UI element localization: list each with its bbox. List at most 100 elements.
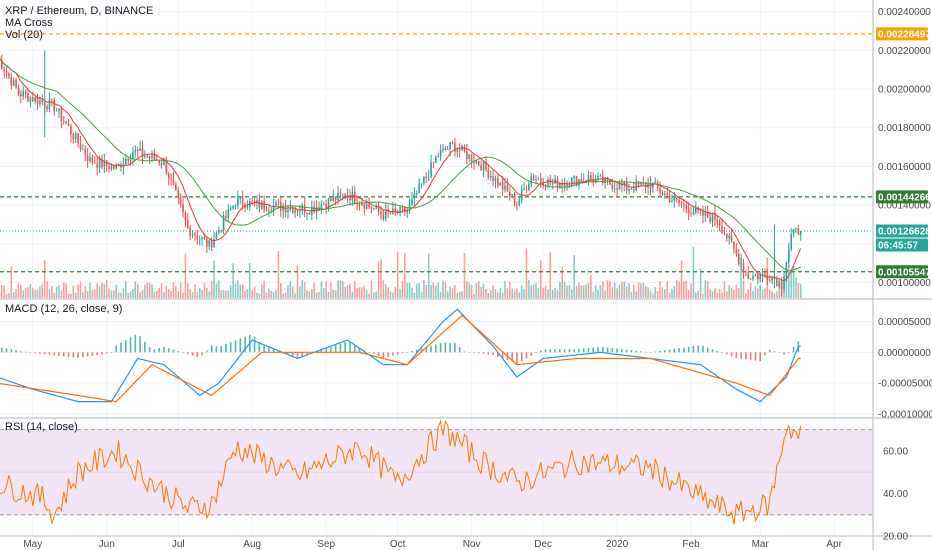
macd-histogram-bar bbox=[530, 352, 533, 356]
volume-bar bbox=[711, 291, 714, 298]
candle-body bbox=[790, 234, 793, 249]
candle-body bbox=[165, 159, 168, 174]
price-tags: 0.00228497 0.00144266 0.00126628 06:45:57 0.… bbox=[876, 27, 931, 279]
candle-body bbox=[711, 213, 714, 222]
volume-bar bbox=[454, 284, 456, 298]
volume-bar bbox=[475, 283, 478, 298]
candle-body bbox=[418, 183, 420, 194]
volume-bar bbox=[730, 287, 733, 298]
macd-line bbox=[0, 308, 801, 403]
candle-body bbox=[353, 191, 356, 203]
upper-level-tag-bg bbox=[876, 190, 928, 204]
volume-bar bbox=[280, 283, 282, 298]
volume-bar bbox=[375, 291, 378, 298]
volume-bar bbox=[384, 284, 387, 298]
volume-bar bbox=[573, 255, 575, 298]
candle-body bbox=[39, 100, 41, 105]
volume-bar bbox=[511, 288, 513, 298]
macd-histogram-bar bbox=[196, 352, 199, 358]
volume-bar bbox=[532, 284, 535, 298]
volume-bar bbox=[406, 282, 409, 298]
volume-bar bbox=[82, 292, 84, 298]
volume-bar bbox=[537, 288, 540, 298]
volume-bar bbox=[322, 288, 325, 298]
volume-bar bbox=[29, 284, 32, 298]
ma-cross-legend[interactable]: MA Cross bbox=[5, 17, 53, 29]
candle-body bbox=[652, 183, 654, 189]
volume-bar bbox=[229, 285, 232, 298]
volume-bar bbox=[430, 284, 432, 298]
volume-bar bbox=[77, 284, 79, 298]
macd-histogram-bar bbox=[711, 349, 714, 353]
volume-bar bbox=[22, 290, 25, 298]
macd-histogram-bar bbox=[177, 351, 180, 353]
candle-body bbox=[184, 212, 187, 221]
candle-body bbox=[3, 68, 5, 72]
rsi-legend[interactable]: RSI (14, close) bbox=[5, 421, 78, 433]
candle-body bbox=[330, 198, 332, 201]
macd-histogram-bar bbox=[673, 348, 676, 353]
volume-bar bbox=[270, 290, 273, 298]
volume-bar bbox=[470, 284, 473, 298]
time-axis-tick: Sep bbox=[317, 539, 335, 550]
macd-histogram-bar bbox=[77, 352, 79, 358]
volume-bar bbox=[790, 270, 793, 298]
candle-body bbox=[318, 207, 320, 210]
volume-bar bbox=[12, 291, 15, 298]
volume-bar bbox=[520, 285, 523, 298]
candle-body bbox=[172, 179, 175, 185]
macd-legend[interactable]: MACD (12, 26, close, 9) bbox=[5, 303, 122, 315]
candle-body bbox=[189, 227, 191, 236]
macd-histogram-bar bbox=[702, 345, 704, 353]
candle-body bbox=[776, 279, 778, 287]
macd-histogram-bar bbox=[334, 345, 337, 353]
symbol-legend[interactable]: XRP / Ethereum, D, BINANCE bbox=[5, 5, 153, 17]
candle-body bbox=[745, 271, 747, 273]
volume-bar bbox=[241, 283, 244, 298]
candle-body bbox=[389, 212, 392, 214]
candle-body bbox=[113, 165, 115, 169]
volume-bar bbox=[482, 284, 485, 298]
macd-histogram-bar bbox=[339, 343, 342, 353]
volume-bar bbox=[65, 283, 67, 298]
volume-bar bbox=[427, 253, 430, 298]
candle-body bbox=[146, 156, 149, 157]
candle-body bbox=[599, 175, 602, 177]
candle-body bbox=[282, 206, 284, 211]
candle-body bbox=[470, 154, 473, 162]
candle-body bbox=[179, 197, 182, 205]
volume-bar bbox=[134, 281, 137, 298]
lower-level-tag-bg bbox=[876, 265, 928, 279]
volume-legend[interactable]: Vol (20) bbox=[5, 29, 43, 41]
volume-bar bbox=[53, 292, 56, 298]
candle-body bbox=[124, 158, 127, 165]
volume-bar bbox=[146, 282, 149, 298]
macd-histogram-bar bbox=[268, 347, 270, 353]
macd-histogram-bar bbox=[86, 352, 89, 357]
volume-bar bbox=[461, 291, 463, 298]
candle-body bbox=[766, 275, 769, 280]
macd-histogram-bar bbox=[392, 352, 394, 356]
horizontal-levels bbox=[0, 33, 873, 273]
macd-histogram-bar bbox=[616, 348, 618, 353]
volume-bar bbox=[625, 286, 628, 298]
macd-histogram-bar bbox=[520, 352, 523, 361]
volume-bar bbox=[349, 283, 351, 298]
candle-body bbox=[683, 204, 685, 206]
candle-body bbox=[501, 182, 504, 190]
candle-body bbox=[675, 197, 678, 200]
volume-bar bbox=[649, 290, 652, 298]
volume-bar bbox=[635, 291, 637, 298]
volume-bar bbox=[182, 292, 184, 298]
time-axis-tick: Dec bbox=[534, 539, 552, 550]
volume-bar bbox=[251, 290, 253, 298]
macd-histogram-bar bbox=[234, 340, 237, 353]
candle-body bbox=[685, 204, 688, 209]
volume-bar bbox=[656, 291, 659, 298]
candle-body bbox=[65, 121, 67, 124]
volume-bar bbox=[592, 291, 595, 298]
volume-bar bbox=[260, 284, 263, 298]
macd-histogram-bar bbox=[449, 342, 451, 353]
volume-bar bbox=[377, 261, 380, 298]
